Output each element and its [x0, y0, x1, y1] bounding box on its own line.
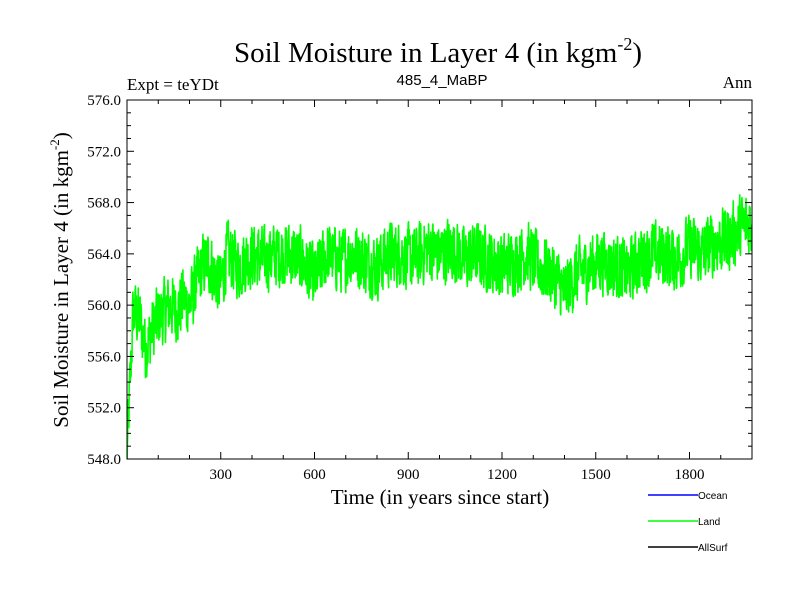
series-line-land — [127, 194, 752, 459]
y-axis: 548.0 552.0 556.0 560.0 564.0 568.0 572.0 576.0 — [87, 93, 752, 468]
subtitle-period: 485_4_MaBP — [397, 72, 488, 89]
x-tick-label: 1500 — [581, 467, 611, 483]
x-tick-label: 300 — [210, 467, 233, 483]
y-tick-label: 556.0 — [87, 349, 121, 365]
x-tick-label: 900 — [397, 467, 420, 483]
y-tick-label: 572.0 — [87, 144, 121, 160]
y-tick-label: 552.0 — [87, 401, 121, 417]
y-tick-label: 560.0 — [87, 298, 121, 314]
legend-label-allsurf: AllSurf — [698, 543, 728, 554]
legend: Ocean Land AllSurf — [648, 491, 728, 554]
y-tick-label: 568.0 — [87, 196, 121, 212]
y-tick-label: 548.0 — [87, 452, 121, 468]
chart-title: Soil Moisture in Layer 4 (in kgm-2) — [234, 34, 642, 69]
x-axis: 300 600 900 1200 1500 1800 — [157, 100, 722, 483]
legend-label-ocean: Ocean — [698, 491, 727, 502]
x-axis-label: Time (in years since start) — [331, 485, 550, 509]
x-tick-label: 1200 — [487, 467, 517, 483]
subtitle-expt: Expt = teYDt — [127, 75, 219, 94]
series-layer — [127, 194, 752, 459]
y-tick-label: 576.0 — [87, 93, 121, 109]
x-tick-label: 1800 — [675, 467, 705, 483]
legend-label-land: Land — [698, 517, 720, 528]
y-axis-label: Soil Moisture in Layer 4 (in kgm-2) — [47, 132, 73, 427]
y-tick-label: 564.0 — [87, 247, 121, 263]
subtitle-season: Ann — [723, 73, 753, 92]
x-tick-label: 600 — [303, 467, 326, 483]
